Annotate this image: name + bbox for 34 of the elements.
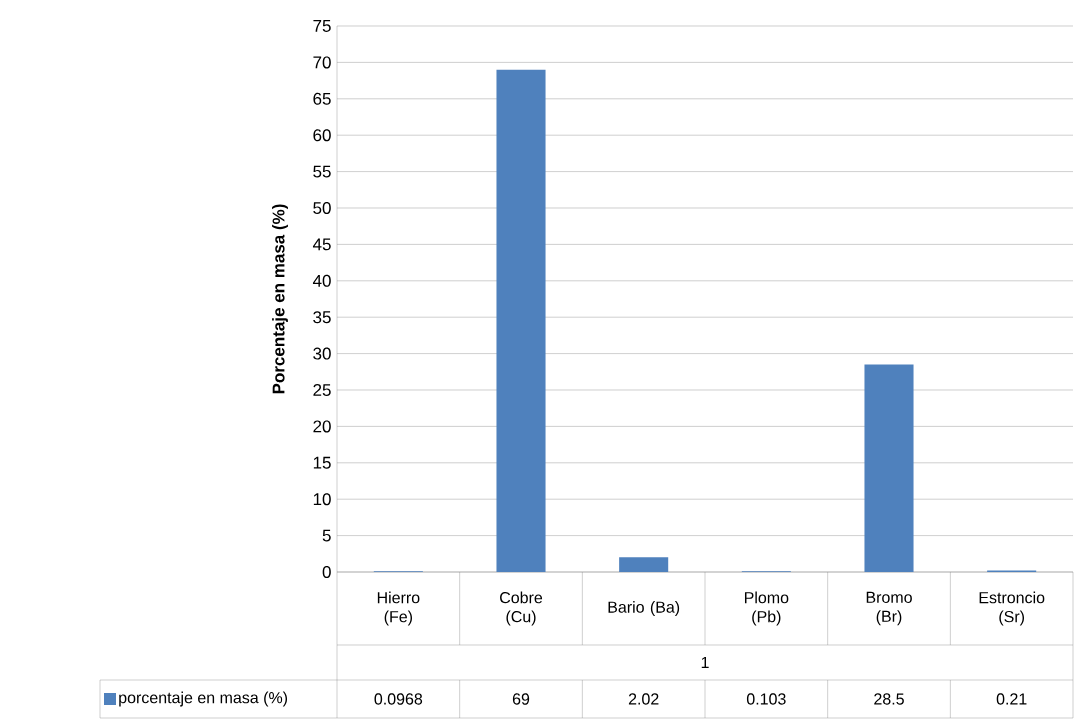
y-tick-label: 0 xyxy=(322,565,331,579)
x-tick-label: Bromo (Br) xyxy=(866,591,912,626)
y-tick-label: 60 xyxy=(313,129,331,142)
y-tick-label: 30 xyxy=(313,347,331,360)
y-axis-title: Porcentaje en masa (%) xyxy=(272,204,288,394)
data-label: 0.0968 xyxy=(374,693,423,705)
data-label: 0.21 xyxy=(996,693,1027,705)
y-tick-label: 40 xyxy=(312,274,331,287)
y-tick-label: 50 xyxy=(313,201,331,215)
y-tick-label: 15 xyxy=(313,456,331,469)
y-tick-label: 5 xyxy=(322,529,331,542)
bar xyxy=(864,364,914,572)
x-tick-label: Hierro (Fe) xyxy=(377,591,420,626)
x-axis-title: 1 xyxy=(701,656,709,668)
legend-label: porcentaje en masa (%) xyxy=(119,691,288,707)
data-label: 28.5 xyxy=(874,693,904,705)
x-tick-label: Bario (Ba) xyxy=(608,601,680,616)
y-tick-label: 10 xyxy=(313,493,331,506)
data-label: 69 xyxy=(512,693,530,705)
bar xyxy=(619,557,669,572)
y-tick-label: 20 xyxy=(313,420,331,433)
bar xyxy=(496,69,546,572)
x-tick-label: Cobre (Cu) xyxy=(500,591,543,626)
x-tick-label: Plomo (Pb) xyxy=(744,591,789,626)
y-tick-label: 35 xyxy=(313,311,331,324)
y-tick-label: 70 xyxy=(313,56,331,69)
y-tick-label: 55 xyxy=(313,165,331,178)
y-tick-label: 25 xyxy=(313,383,331,397)
y-tick-label: 65 xyxy=(313,92,331,105)
data-label: 2.02 xyxy=(628,693,659,705)
y-tick-label: 75 xyxy=(313,20,331,32)
data-label: 0.103 xyxy=(746,693,786,705)
x-tick-label: Estroncio (Sr) xyxy=(979,591,1045,626)
y-tick-label: 45 xyxy=(312,238,331,251)
